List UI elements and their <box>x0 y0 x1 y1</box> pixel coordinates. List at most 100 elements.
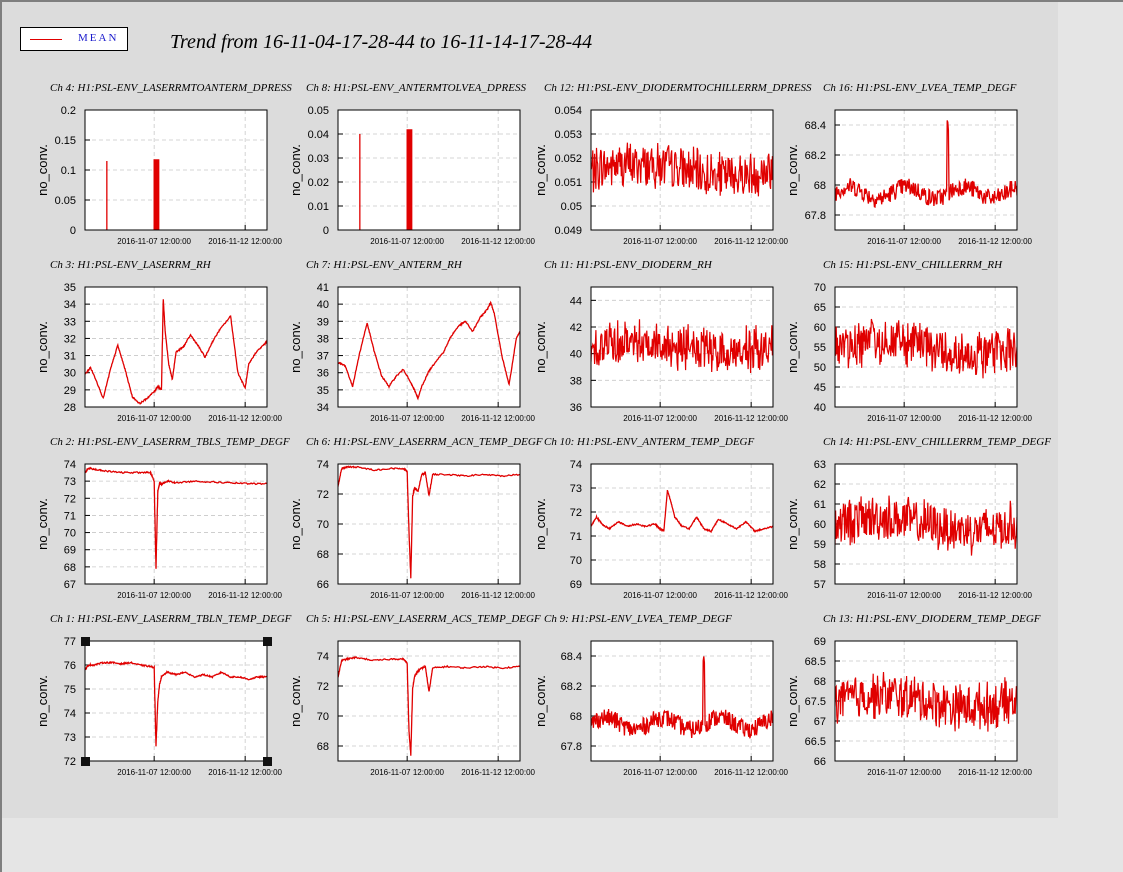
tick-label-x: 2016-11-07 12:00:00 <box>117 414 191 423</box>
chart-title: Ch 1: H1:PSL-ENV_LASERRM_TBLN_TEMP_DEGF <box>50 613 292 625</box>
plot-frame <box>590 640 774 762</box>
plot-frame <box>337 109 521 231</box>
chart-title: Ch 7: H1:PSL-ENV_ANTERM_RH <box>306 259 463 271</box>
tick-label-y: 63 <box>814 459 826 471</box>
tick-label-y: 74 <box>64 459 76 471</box>
tick-label-y: 68.4 <box>805 120 826 132</box>
y-axis-label: no_conv. <box>785 321 800 373</box>
tick-label-y: 65 <box>814 302 826 314</box>
tick-label-y: 34 <box>64 299 76 311</box>
tick-label-x: 2016-11-12 12:00:00 <box>714 591 788 600</box>
plot-area <box>835 110 1017 230</box>
tick-label-x: 2016-11-12 12:00:00 <box>958 414 1032 423</box>
chart-panel: Ch 6: H1:PSL-ENV_LASERRM_ACN_TEMP_DEGF 66… <box>288 436 543 600</box>
tick-label-y: 68 <box>814 676 826 688</box>
tick-label-x: 2016-11-12 12:00:00 <box>958 591 1032 600</box>
tick-label-y: 32 <box>64 333 76 345</box>
plot-area <box>338 287 520 407</box>
tick-label-x: 2016-11-12 12:00:00 <box>958 768 1032 777</box>
tick-label-y: 0.03 <box>308 153 329 165</box>
plot-area <box>85 641 267 761</box>
tick-label-x: 2016-11-07 12:00:00 <box>867 591 941 600</box>
y-axis-label: no_conv. <box>35 144 50 196</box>
chart-panel: Ch 1: H1:PSL-ENV_LASERRM_TBLN_TEMP_DEGF 7… <box>35 613 292 777</box>
tick-label-y: 74 <box>317 651 329 663</box>
chart-title: Ch 13: H1:PSL-ENV_DIODERM_TEMP_DEGF <box>823 613 1041 625</box>
plot-area <box>591 464 773 584</box>
tick-label-y: 33 <box>64 316 76 328</box>
y-axis-label: no_conv. <box>35 498 50 550</box>
tick-label-y: 59 <box>814 539 826 551</box>
chart-title: Ch 15: H1:PSL-ENV_CHILLERRM_RH <box>823 259 1003 271</box>
y-axis-label: no_conv. <box>785 675 800 727</box>
tick-label-x: 2016-11-12 12:00:00 <box>208 591 282 600</box>
selection-handle[interactable] <box>81 757 90 766</box>
plot-frame <box>834 640 1018 762</box>
tick-label-y: 38 <box>570 375 582 387</box>
tick-label-x: 2016-11-07 12:00:00 <box>117 591 191 600</box>
tick-label-y: 61 <box>814 499 826 511</box>
y-axis-label: no_conv. <box>533 498 548 550</box>
y-axis-label: no_conv. <box>288 144 303 196</box>
tick-label-y: 68.2 <box>561 681 582 693</box>
tick-label-x: 2016-11-07 12:00:00 <box>370 414 444 423</box>
tick-label-y: 62 <box>814 479 826 491</box>
selection-handle[interactable] <box>263 637 272 646</box>
tick-label-y: 57 <box>814 579 826 591</box>
plot-frame <box>834 463 1018 585</box>
chart-panel: Ch 13: H1:PSL-ENV_DIODERM_TEMP_DEGF 66 66.… <box>785 613 1041 777</box>
tick-label-y: 67.8 <box>805 210 826 222</box>
selection-handle[interactable] <box>81 637 90 646</box>
tick-label-y: 67.8 <box>561 741 582 753</box>
tick-label-y: 66.5 <box>805 736 826 748</box>
tick-label-y: 72 <box>317 489 329 501</box>
chart-title: Ch 5: H1:PSL-ENV_LASERRM_ACS_TEMP_DEGF <box>306 613 541 625</box>
series-line <box>106 159 160 230</box>
series-line <box>85 660 267 747</box>
tick-label-y: 70 <box>317 519 329 531</box>
tick-label-y: 0.053 <box>554 129 582 141</box>
chart-title: Ch 10: H1:PSL-ENV_ANTERM_TEMP_DEGF <box>544 436 754 448</box>
chart-panel: Ch 15: H1:PSL-ENV_CHILLERRM_RH 40 45 50 55 60… <box>785 259 1033 423</box>
tick-label-y: 70 <box>64 528 76 540</box>
tick-label-y: 70 <box>317 711 329 723</box>
tick-label-y: 37 <box>317 351 329 363</box>
tick-label-y: 0.1 <box>61 165 76 177</box>
tick-label-y: 0.054 <box>554 105 582 117</box>
tick-label-y: 55 <box>814 342 826 354</box>
tick-label-y: 0.05 <box>55 195 76 207</box>
series-line <box>85 466 267 569</box>
chart-panel: Ch 5: H1:PSL-ENV_LASERRM_ACS_TEMP_DEGF 68… <box>288 613 541 777</box>
tick-label-x: 2016-11-12 12:00:00 <box>208 768 282 777</box>
series-line <box>591 489 773 534</box>
tick-label-y: 0.05 <box>308 105 329 117</box>
legend-line-swatch <box>30 39 62 40</box>
chart-panel: Ch 11: H1:PSL-ENV_DIODERM_RH 36 38 40 42 44 20… <box>533 259 789 423</box>
tick-label-y: 0.05 <box>561 201 582 213</box>
tick-label-x: 2016-11-12 12:00:00 <box>714 237 788 246</box>
tick-label-y: 68.2 <box>805 150 826 162</box>
tick-label-y: 0 <box>70 225 76 237</box>
chart-panel: Ch 10: H1:PSL-ENV_ANTERM_TEMP_DEGF 69 70 71… <box>533 436 789 600</box>
tick-label-y: 67 <box>64 579 76 591</box>
chart-title: Ch 16: H1:PSL-ENV_LVEA_TEMP_DEGF <box>823 82 1017 94</box>
tick-label-y: 74 <box>570 459 582 471</box>
tick-label-x: 2016-11-12 12:00:00 <box>714 768 788 777</box>
tick-label-y: 36 <box>570 402 582 414</box>
plot-frame <box>337 463 521 585</box>
tick-label-x: 2016-11-07 12:00:00 <box>867 237 941 246</box>
y-axis-label: no_conv. <box>288 498 303 550</box>
tick-label-y: 31 <box>64 351 76 363</box>
series-line <box>591 319 773 374</box>
tick-label-y: 45 <box>814 382 826 394</box>
tick-label-x: 2016-11-07 12:00:00 <box>623 591 697 600</box>
y-axis-label: no_conv. <box>533 675 548 727</box>
tick-label-y: 34 <box>317 402 329 414</box>
tick-label-y: 42 <box>570 322 582 334</box>
tick-label-y: 68 <box>317 741 329 753</box>
selection-handle[interactable] <box>263 757 272 766</box>
chart-panel: Ch 8: H1:PSL-ENV_ANTERMTOLVEA_DPRESS 0 0.0… <box>288 82 536 246</box>
tick-label-y: 70 <box>570 555 582 567</box>
plot-area <box>338 641 520 761</box>
plot-frame <box>337 286 521 408</box>
